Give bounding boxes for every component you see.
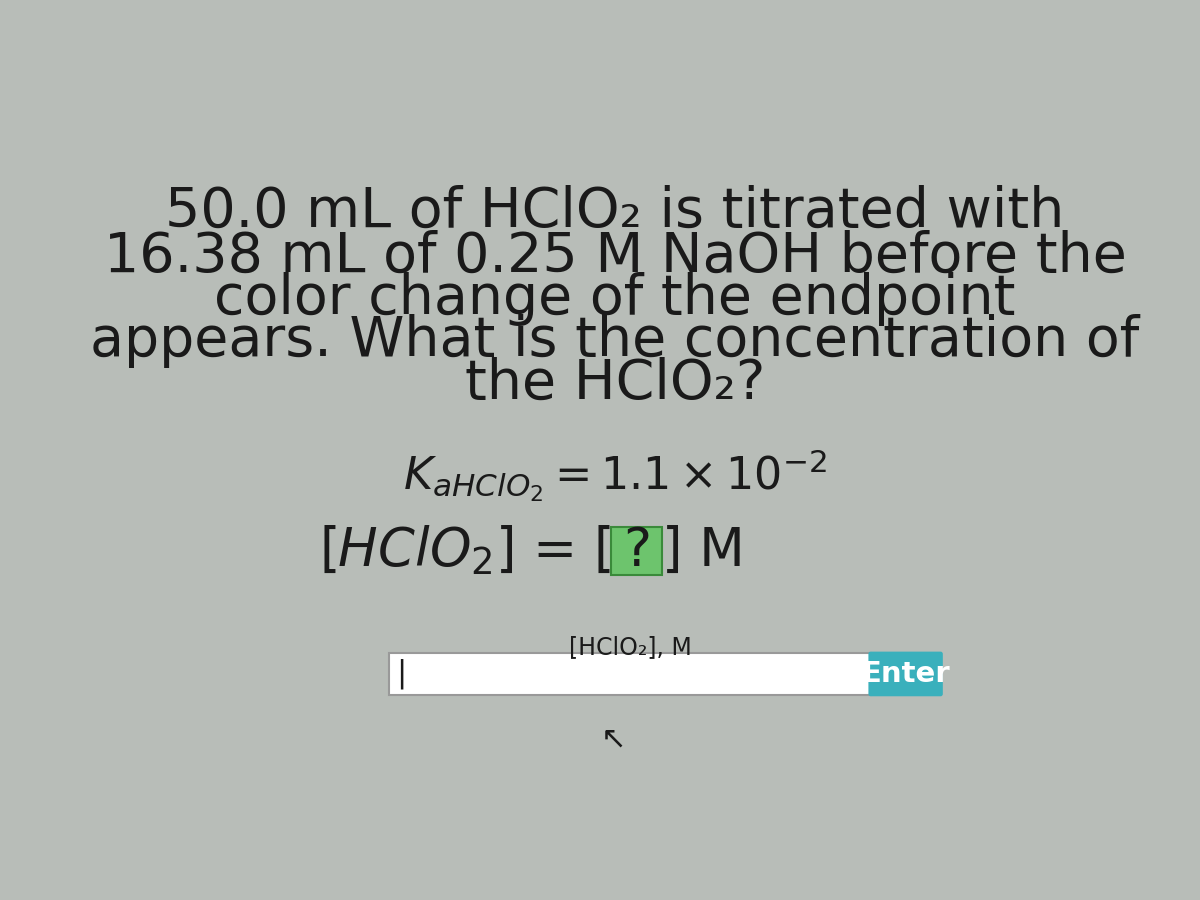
Text: $K_{aHClO_2}$$= 1.1 \times 10^{-2}$: $K_{aHClO_2}$$= 1.1 \times 10^{-2}$ <box>403 447 827 505</box>
Text: $[HClO_2]$ = [: $[HClO_2]$ = [ <box>319 524 611 578</box>
FancyBboxPatch shape <box>869 652 943 697</box>
Text: ?: ? <box>623 525 650 577</box>
Text: 16.38 mL of 0.25 M NaOH before the: 16.38 mL of 0.25 M NaOH before the <box>103 230 1127 284</box>
Text: the HClO₂?: the HClO₂? <box>464 356 766 410</box>
Text: [HClO₂], M: [HClO₂], M <box>569 635 692 659</box>
Text: appears. What is the concentration of: appears. What is the concentration of <box>90 314 1140 368</box>
Text: ↖: ↖ <box>601 724 626 754</box>
FancyBboxPatch shape <box>611 526 662 574</box>
Text: 50.0 mL of HClO₂ is titrated with: 50.0 mL of HClO₂ is titrated with <box>166 185 1064 239</box>
Text: color change of the endpoint: color change of the endpoint <box>215 272 1015 326</box>
Text: ] M: ] M <box>661 525 744 577</box>
FancyBboxPatch shape <box>390 653 870 695</box>
Text: |: | <box>396 659 407 689</box>
Text: Enter: Enter <box>862 660 950 688</box>
